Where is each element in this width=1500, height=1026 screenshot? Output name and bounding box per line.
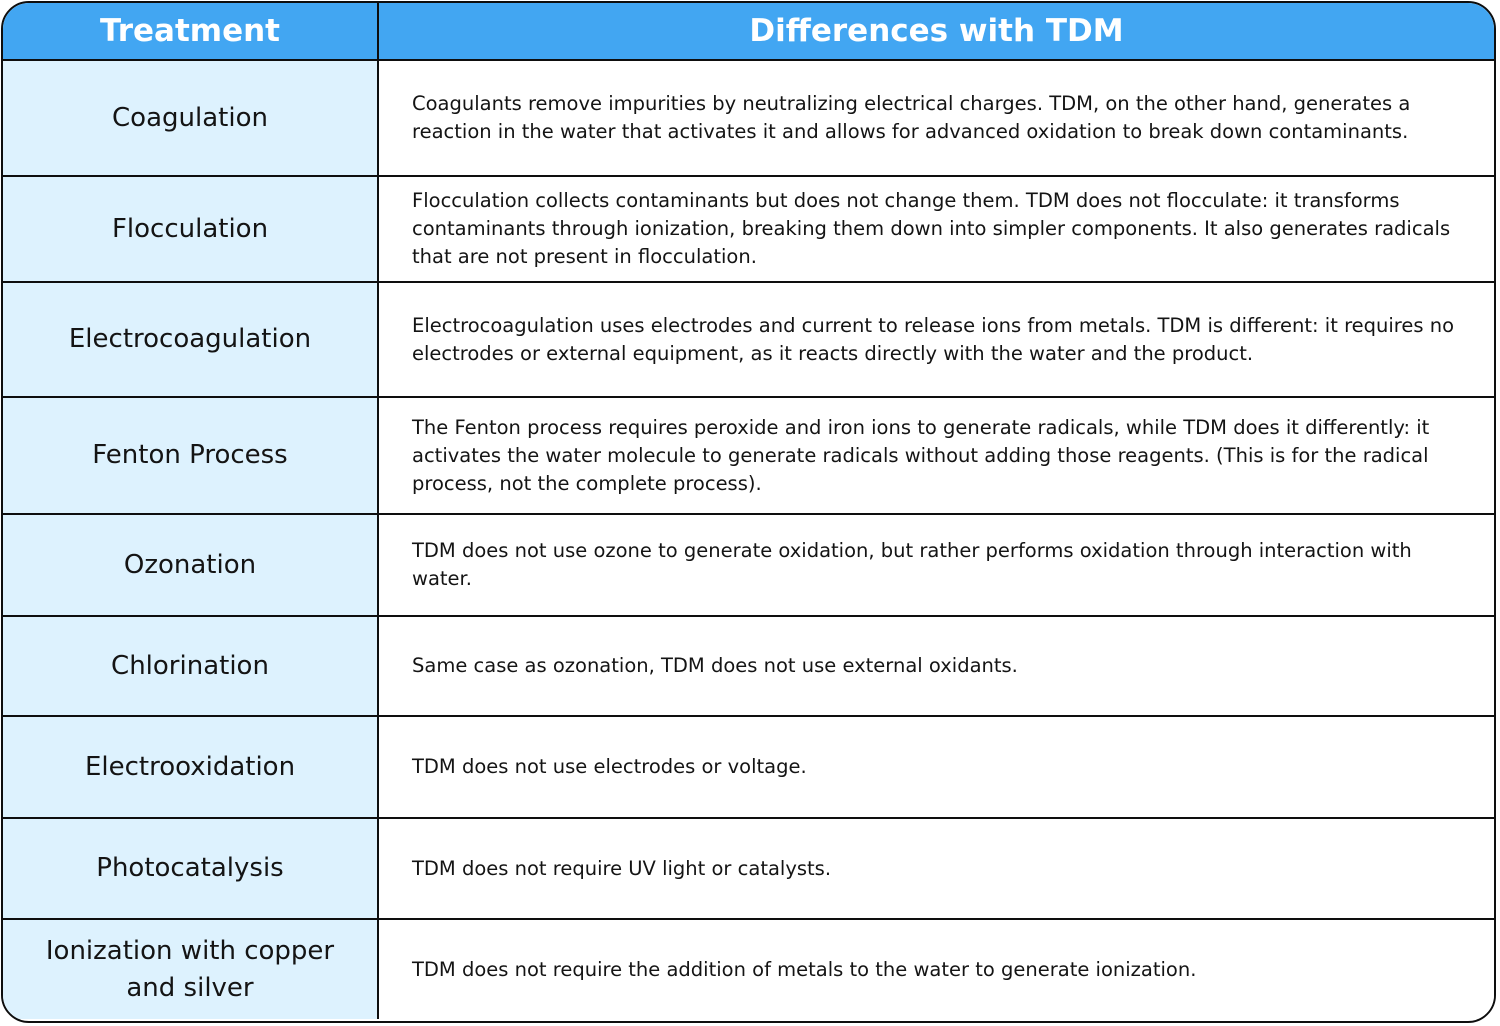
difference-cell: Same case as ozonation, TDM does not use…	[379, 617, 1494, 717]
difference-cell: TDM does not use electrodes or voltage.	[379, 717, 1494, 819]
table-grid: Treatment Differences with TDM Coagulati…	[3, 3, 1494, 1021]
treatment-cell: Ozonation	[3, 515, 379, 617]
difference-text: TDM does not require UV light or catalys…	[412, 856, 832, 880]
difference-cell: Electrocoagulation uses electrodes and c…	[379, 283, 1494, 398]
treatment-cell: Electrooxidation	[3, 717, 379, 819]
difference-text: TDM does not use ozone to generate oxida…	[412, 539, 1412, 590]
treatment-cell: Ionization with copper and silver	[3, 920, 379, 1019]
treatment-cell: Chlorination	[3, 617, 379, 717]
difference-text: TDM does not require the addition of met…	[412, 957, 1197, 981]
difference-text: The Fenton process requires peroxide and…	[412, 415, 1430, 495]
difference-cell: TDM does not use ozone to generate oxida…	[379, 515, 1494, 617]
difference-cell: TDM does not require the addition of met…	[379, 920, 1494, 1019]
difference-cell: The Fenton process requires peroxide and…	[379, 398, 1494, 515]
treatment-cell: Electrocoagulation	[3, 283, 379, 398]
header-differences: Differences with TDM	[379, 3, 1494, 61]
difference-text: Coagulants remove impurities by neutrali…	[412, 92, 1411, 143]
difference-text: Same case as ozonation, TDM does not use…	[412, 654, 1018, 677]
difference-text: Electrocoagulation uses electrodes and c…	[412, 313, 1455, 365]
treatment-cell: Coagulation	[3, 61, 379, 177]
treatment-cell: Fenton Process	[3, 398, 379, 515]
treatment-cell: Photocatalysis	[3, 819, 379, 920]
difference-text: Flocculation collects contaminants but d…	[412, 189, 1451, 268]
difference-cell: Coagulants remove impurities by neutrali…	[379, 61, 1494, 177]
difference-text: TDM does not use electrodes or voltage.	[412, 755, 807, 778]
treatment-cell: Flocculation	[3, 177, 379, 283]
header-treatment: Treatment	[3, 3, 379, 61]
difference-cell: Flocculation collects contaminants but d…	[379, 177, 1494, 283]
difference-cell: TDM does not require UV light or catalys…	[379, 819, 1494, 920]
